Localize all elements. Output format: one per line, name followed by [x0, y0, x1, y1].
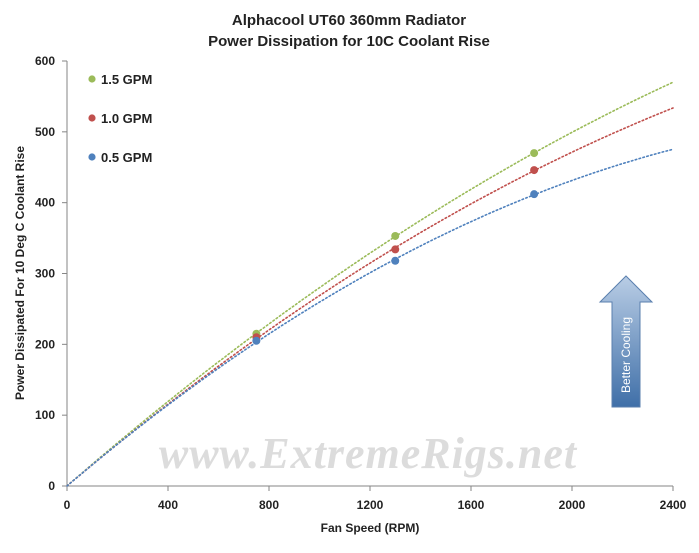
legend-marker	[88, 153, 96, 161]
legend-label: 1.5 GPM	[101, 72, 152, 87]
up-arrow-icon	[598, 275, 654, 408]
legend-marker	[88, 75, 96, 83]
y-tick-label: 600	[35, 54, 55, 68]
x-tick-label: 1600	[458, 498, 485, 512]
chart-header: Alphacool UT60 360mm Radiator Power Diss…	[208, 12, 490, 50]
trendline-series-2	[66, 148, 674, 487]
data-point-series-1	[391, 245, 400, 254]
better-cooling-arrow: Better Cooling	[598, 275, 654, 408]
data-point-series-2	[252, 336, 261, 345]
legend: 1.5 GPM 1.0 GPM 0.5 GPM	[88, 72, 152, 165]
legend-marker	[88, 114, 96, 122]
data-point-series-1	[530, 166, 539, 175]
y-tick-label: 400	[35, 196, 55, 210]
data-point-series-0	[391, 231, 400, 240]
x-axis-title: Fan Speed (RPM)	[321, 521, 420, 535]
x-tick-label: 1200	[357, 498, 384, 512]
legend-label: 1.0 GPM	[101, 111, 152, 126]
y-tick-label: 100	[35, 408, 55, 422]
data-points	[252, 149, 539, 345]
x-tick-label: 0	[64, 498, 71, 512]
y-tick-label: 0	[48, 479, 55, 493]
x-tick-label: 800	[259, 498, 279, 512]
axes	[66, 61, 673, 487]
y-tick-label: 500	[35, 125, 55, 139]
chart-subtitle: Power Dissipation for 10C Coolant Rise	[208, 33, 490, 50]
data-point-series-2	[391, 256, 400, 265]
legend-label: 0.5 GPM	[101, 150, 152, 165]
data-point-series-2	[530, 190, 539, 199]
x-tick-label: 2000	[559, 498, 586, 512]
chart-title: Alphacool UT60 360mm Radiator	[232, 12, 466, 29]
y-tick-label: 300	[35, 267, 55, 281]
watermark-text: www.ExtremeRigs.net	[159, 429, 578, 478]
trendline-series-0	[66, 81, 674, 487]
y-tick-label: 200	[35, 337, 55, 351]
trendlines	[66, 81, 674, 487]
x-tick-label: 2400	[660, 498, 687, 512]
y-tick-labels: 0 100 200 300 400 500 600	[35, 54, 67, 493]
y-axis-title: Power Dissipated For 10 Deg C Coolant Ri…	[13, 146, 27, 400]
arrow-label: Better Cooling	[619, 317, 633, 393]
data-point-series-0	[530, 149, 539, 158]
x-tick-labels: 0 400 800 1200 1600 2000 2400	[64, 486, 687, 512]
x-tick-label: 400	[158, 498, 178, 512]
